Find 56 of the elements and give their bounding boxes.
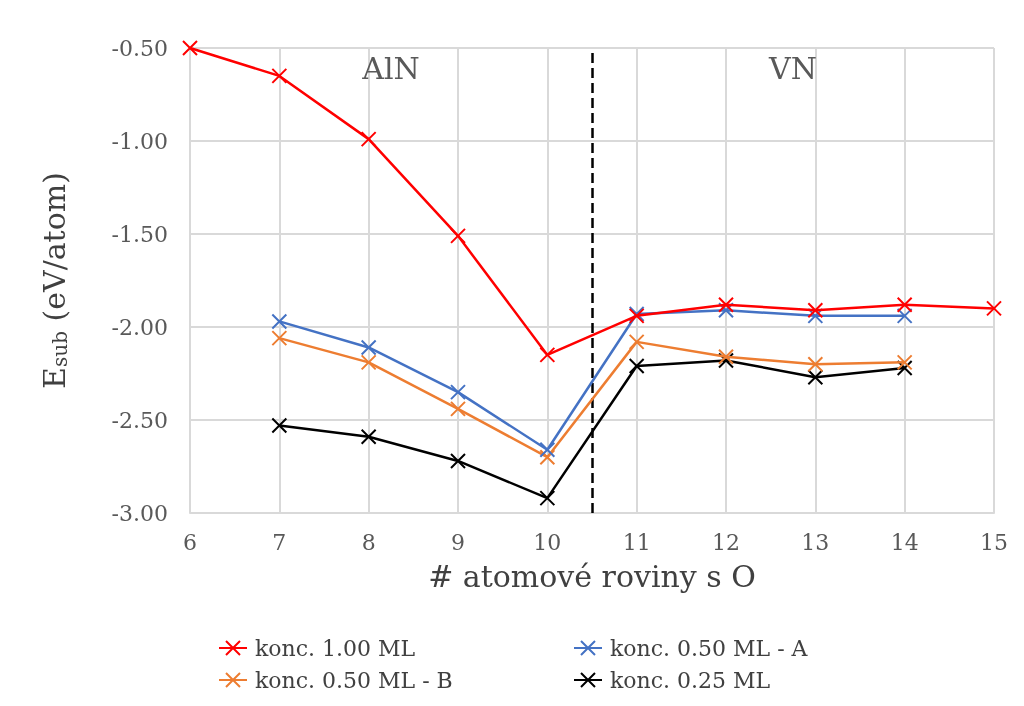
x-tick-label: 11	[622, 529, 651, 555]
point	[718, 352, 734, 369]
x-tick-label: 9	[451, 529, 465, 555]
x-tick-label: 13	[801, 529, 830, 555]
y-tick-label: -1.50	[111, 221, 168, 247]
x-tick-label: 15	[980, 529, 1008, 555]
point	[807, 369, 824, 386]
legend-label: konc. 1.00 ML	[255, 635, 416, 661]
point	[360, 131, 377, 148]
point	[718, 296, 734, 313]
point	[896, 359, 913, 376]
legend-label: konc. 0.50 ML - B	[255, 667, 453, 693]
x-tick-label: 14	[890, 529, 919, 555]
point	[896, 296, 913, 313]
point	[718, 348, 734, 365]
x-tick-label: 7	[272, 529, 287, 555]
x-tick-label: 12	[712, 529, 740, 555]
point	[271, 67, 288, 84]
point	[360, 428, 377, 445]
y-tick-label: -1.00	[111, 128, 168, 154]
x-axis-title: # atomové roviny s O	[428, 558, 756, 594]
y-tick-label: -3.00	[111, 500, 168, 526]
point	[539, 449, 556, 466]
point	[539, 346, 556, 363]
point	[986, 300, 1002, 317]
point	[539, 490, 556, 507]
x-tick-label: 10	[533, 529, 562, 555]
point	[807, 307, 824, 324]
annotation: VN	[768, 50, 817, 86]
annotation: AlN	[361, 50, 420, 86]
point	[182, 40, 198, 56]
y-tick-label: -2.00	[111, 314, 168, 340]
point	[807, 356, 824, 373]
x-tick-label: 6	[183, 529, 197, 555]
point	[450, 400, 466, 417]
point	[807, 302, 824, 319]
point	[360, 339, 377, 356]
point	[450, 452, 466, 469]
legend-label: konc. 0.50 ML - A	[610, 635, 809, 661]
point	[718, 302, 734, 319]
point	[896, 354, 913, 371]
point	[271, 330, 288, 347]
y-axis-title: Esub (eV/atom)	[36, 172, 72, 389]
y-tick-label: -2.50	[111, 407, 168, 433]
point	[271, 313, 288, 330]
x-tick-label: 8	[361, 529, 376, 555]
y-tick-label: -0.50	[111, 35, 168, 61]
point	[628, 333, 645, 350]
point	[450, 227, 466, 244]
point	[896, 307, 913, 324]
point	[450, 384, 466, 401]
point	[628, 358, 645, 375]
point	[539, 441, 556, 458]
point	[360, 354, 377, 371]
point	[271, 417, 288, 434]
legend-label: konc. 0.25 ML	[610, 667, 771, 693]
